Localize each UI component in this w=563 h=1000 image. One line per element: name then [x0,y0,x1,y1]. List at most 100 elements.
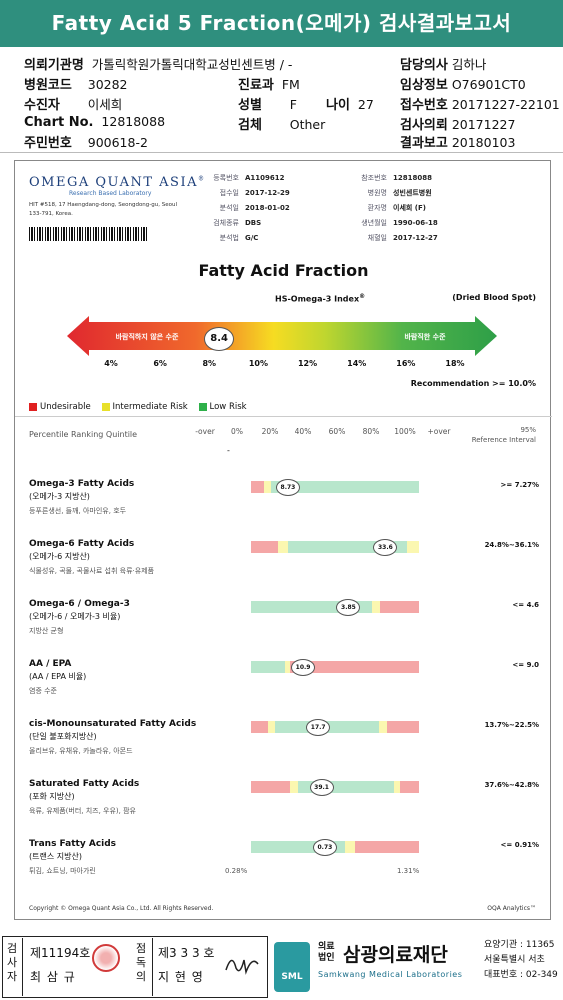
yellow-band [407,541,419,553]
row-reference: <= 0.91% [500,841,539,849]
sex-row: 성별 F [238,97,297,113]
omega3-index-marker: 8.4 [204,327,235,351]
index-tick: 6% [153,359,167,368]
row-korean-name: (단일 불포화지방산) [29,732,97,741]
specimen-row: 검체 Other [238,117,326,133]
fatty-acid-row: Omega-6 Fatty Acids (오메가-6 지방산) 식물성유, 곡물, … [29,539,539,576]
red-band [400,781,419,793]
index-title: HS-Omega-3 Index® [275,293,366,304]
quintile-tick: 100% [394,427,416,436]
fatty-acid-row: Trans Fatty Acids (트랜스 지방산) 튀김, 쇼트닝, 마아가린 <… [29,839,539,876]
reader-signature [225,959,259,975]
meta_left-row: 검체종류 DBS [213,219,262,227]
value-marker: 0.73 [312,839,337,856]
dried-blood-spot-note: (Dried Blood Spot) [452,293,536,302]
copyright: Copyright © Omega Quant Asia Co., Ltd. A… [29,905,214,912]
quintile-tick: 80% [362,427,380,436]
divider [0,152,563,153]
row-reference: 37.6%~42.8% [484,781,539,789]
red-band [387,721,419,733]
code-row: 병원코드 30282 [24,77,128,93]
row-name: Omega-3 Fatty Acids [29,479,135,489]
red-band [355,841,419,853]
report-title: Fatty Acid 5 Fraction(오메가) 검사결과보고서 [0,0,563,47]
row-name: Trans Fatty Acids [29,839,117,849]
row-korean-name: (포화 지방산) [29,792,75,801]
row-name: cis-Monounsaturated Fatty Acids [29,719,197,729]
percentile-bar: 10.9 [251,659,419,676]
meta_right-row: 환자명 이세희 (F) [367,204,426,212]
dash-mark: - [227,446,230,455]
row-foods: 염증 수준 [29,687,57,695]
quintile-tick: +over [427,427,451,436]
row-foods: 등푸른생선, 들깨, 아마인유, 호두 [29,507,127,515]
meta_right-row: 병원명 성빈센트병원 [367,189,432,197]
index-tick: 12% [297,359,318,368]
green-band [271,481,419,493]
value-marker: 17.7 [306,719,331,736]
meta_left-row: 분석법 G/C [219,234,259,242]
reader-license: 제3 3 3 호 [158,946,215,960]
yellow-band [289,781,299,793]
fatty-acid-row: Omega-6 / Omega-3 (오메가-6 / 오메가-3 비율) 지방산 균… [29,599,539,636]
value-marker: 10.9 [291,659,316,676]
row-foods: 식물성유, 곡물, 곡물사료 섭취 육류·유제품 [29,567,155,575]
chart-row: Chart No. 12818088 [24,114,166,130]
signature-box [2,936,268,998]
value-marker: 39.1 [309,779,334,796]
legend: Undesirable Intermediate Risk Low Risk [29,402,247,412]
quintile-tick: 20% [261,427,279,436]
signature-area: 검사자 제11194호 최 삼 규 점독의 제3 3 3 호 지 현 영 SML… [0,934,563,1000]
value-marker: 3.85 [336,599,361,616]
percentile-bar: 0.73 [251,839,419,856]
company-address: HIT #518, 17 Haengdang-dong, Seongdong-g… [29,202,177,217]
fatty-acid-row: AA / EPA (AA / EPA 비율) 염증 수준 <= 9.0 10.9 [29,659,539,696]
yellow-band [371,601,381,613]
percentile-bar: 33.6 [251,539,419,556]
red-band [380,601,419,613]
meta_right-row: 생년월일 1990-06-18 [361,219,438,227]
yellow-band [267,721,275,733]
meta_right-row: 참조번호 12818088 [361,174,432,182]
undesirable-swatch [29,402,37,411]
row-korean-name: (트랜스 지방산) [29,852,82,861]
yellow-band [345,841,356,853]
index-tick: 8% [202,359,217,368]
meta_left-row: 등록번호 A1109612 [213,174,285,182]
row-name: AA / EPA [29,659,72,669]
row-name: Omega-6 / Omega-3 [29,599,130,609]
row-korean-name: (AA / EPA 비율) [29,672,87,681]
company-logo: OMEGA QUANT ASIA® Research Based Laborato… [29,175,206,197]
row-reference: >= 7.27% [500,481,539,489]
org-name: 삼광의료재단 [343,944,448,966]
percentile-bar: 3.85 [251,599,419,616]
age-row: 나이 27 [326,97,374,113]
hospital-value: 가톨릭학원가톨릭대학교성빈센트병 / - [91,57,293,72]
omega3-index-arrow: 바람직하지 않은 수준 바람직한 수준 [67,316,497,356]
row-reference: 13.7%~22.5% [484,721,539,729]
rrn-row: 주민번호 900618-2 [24,135,148,151]
arrow-left-label: 바람직하지 않은 수준 [116,332,179,341]
fatty-acid-row: cis-Monounsaturated Fatty Acids (단일 불포화지방… [29,719,539,756]
hospital-row: 의뢰기관명 가톨릭학원가톨릭대학교성빈센트병 / - [24,57,293,73]
report-sheet: OMEGA QUANT ASIA® Research Based Laborato… [14,160,552,920]
row-foods: 지방산 균형 [29,627,64,635]
clinical-row: 임상정보 O76901CT0 [400,77,526,93]
reader-label: 점독의 [135,942,147,983]
red-band [251,781,290,793]
red-band [251,481,265,493]
row-korean-name: (오메가-6 지방산) [29,552,90,561]
row-reference: <= 4.6 [512,601,539,609]
inspector-seal [92,944,120,972]
quintile-tick: 0% [231,427,243,436]
row-korean-name: (오메가-3 지방산) [29,492,90,501]
request-row: 검사의뢰 20171227 [400,117,516,133]
org-contact: 요양기관 : 11365 서울특별시 서초 대표번호 : 02-349 [484,940,558,980]
oqa-analytics: OQA Analytics™ [487,905,536,912]
row-foods: 튀김, 쇼트닝, 마아가린 [29,867,96,875]
row-korean-name: (오메가-6 / 오메가-3 비율) [29,612,121,621]
quintile-tick: 40% [294,427,312,436]
intermediate-swatch [101,402,110,411]
fatty-acid-row: Saturated Fatty Acids (포화 지방산) 육류, 유제품(버터,… [29,779,539,816]
barcode [29,227,147,241]
